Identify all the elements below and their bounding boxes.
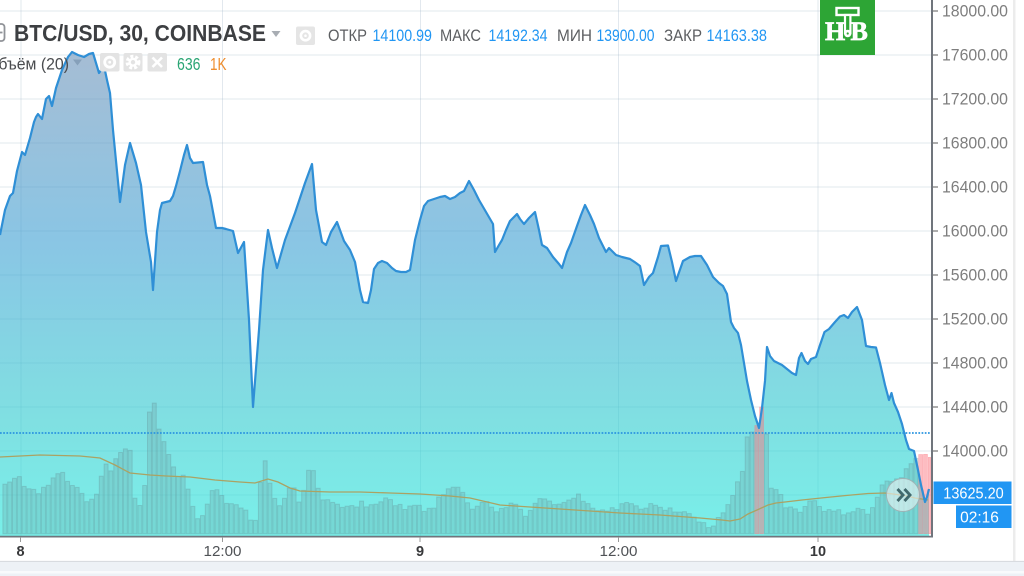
svg-text:14400.00: 14400.00 [942,399,1008,417]
svg-text:17200.00: 17200.00 [942,91,1008,109]
svg-text:14000.00: 14000.00 [942,443,1008,461]
svg-text:9: 9 [416,544,424,560]
svg-text:13625.20: 13625.20 [943,485,1004,502]
svg-text:ОТКР: ОТКР [328,27,367,45]
svg-text:Н: Н [825,17,845,46]
svg-text:12:00: 12:00 [204,544,242,560]
svg-text:BTC/USD, 30, COINBASE: BTC/USD, 30, COINBASE [14,20,266,46]
svg-text:МАКС: МАКС [440,27,481,45]
svg-text:Объём (20): Объём (20) [0,56,69,74]
svg-text:17600.00: 17600.00 [942,47,1008,65]
svg-text:636: 636 [177,54,201,74]
svg-text:10: 10 [810,544,826,560]
svg-text:В: В [851,17,868,46]
svg-text:МИН: МИН [557,27,592,45]
svg-text:1K: 1K [210,54,227,74]
svg-text:14192.34: 14192.34 [489,27,548,45]
svg-text:14100.99: 14100.99 [373,27,433,45]
svg-text:15600.00: 15600.00 [942,267,1008,285]
svg-text:16400.00: 16400.00 [942,179,1008,197]
svg-text:14163.38: 14163.38 [707,27,768,45]
svg-text:ЗАКР: ЗАКР [664,27,702,45]
svg-text:8: 8 [16,544,24,560]
svg-text:14800.00: 14800.00 [942,355,1008,373]
svg-text:18000.00: 18000.00 [942,3,1008,21]
svg-text:02:16: 02:16 [960,509,999,526]
svg-text:12:00: 12:00 [600,544,638,560]
svg-text:15200.00: 15200.00 [942,311,1008,329]
svg-text:13900.00: 13900.00 [597,27,655,45]
svg-text:16800.00: 16800.00 [942,135,1008,153]
svg-text:16000.00: 16000.00 [942,223,1008,241]
